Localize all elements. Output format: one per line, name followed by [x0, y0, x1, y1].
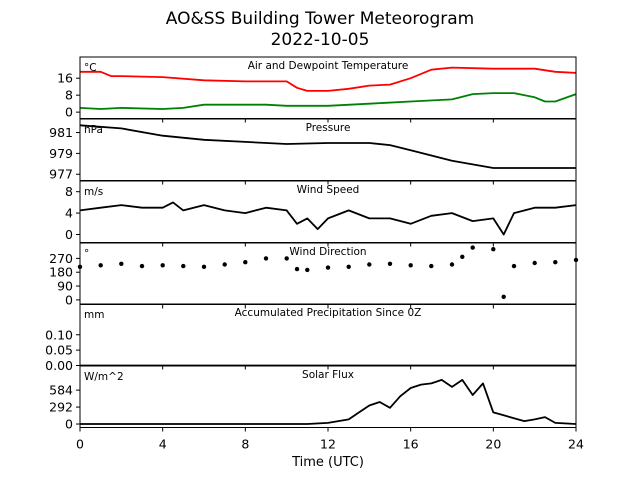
- panel-6: 0 292 584 W/m^2 Solar Flux: [49, 365, 577, 432]
- data-point: [367, 262, 372, 267]
- data-point: [305, 267, 310, 273]
- y-tick-label: 270: [49, 251, 73, 266]
- x-tick-label: 16: [403, 437, 419, 452]
- y-tick-label: 977: [49, 167, 73, 182]
- data-point: [449, 262, 455, 267]
- x-tick-label: 0: [76, 437, 84, 452]
- x-tick-label: 20: [485, 437, 501, 452]
- panel-unit-label: hPa: [84, 124, 103, 136]
- data-point: [387, 261, 393, 266]
- data-point: [98, 263, 103, 268]
- x-tick-label: 4: [159, 437, 167, 452]
- x-axis-label: Time (UTC): [291, 455, 364, 470]
- y-tick-label: 0: [65, 417, 73, 432]
- data-point: [222, 262, 227, 267]
- data-point: [325, 265, 331, 270]
- series-line-1: [79, 201, 577, 236]
- panel-unit-label: °: [84, 248, 89, 260]
- x-tick-label: 8: [241, 437, 249, 452]
- figure-title: AO&SS Building Tower Meteorogram: [166, 9, 474, 29]
- data-point: [501, 294, 506, 299]
- data-point: [408, 263, 413, 268]
- y-tick-label: 180: [49, 265, 73, 280]
- series-line-2: [79, 92, 577, 110]
- data-point: [511, 263, 517, 269]
- data-point: [346, 264, 351, 269]
- data-point: [491, 247, 496, 252]
- data-point: [181, 263, 186, 269]
- panels: 0 8 16 °C Air and Dewpoint Temperature 977 979…: [45, 56, 579, 432]
- data-point: [160, 263, 165, 268]
- panel-title: Solar Flux: [302, 369, 354, 381]
- y-tick-label: 8: [65, 88, 73, 103]
- data-point: [532, 260, 537, 266]
- series-line-1: [79, 124, 576, 169]
- series-line-1: [80, 378, 577, 425]
- y-tick-label: 4: [65, 206, 73, 221]
- panel-title: Accumulated Precipitation Since 0Z: [235, 307, 422, 319]
- y-tick-label: 979: [49, 146, 73, 161]
- data-point: [263, 256, 269, 261]
- y-tick-label: 584: [49, 383, 73, 398]
- y-tick-label: 981: [49, 125, 73, 140]
- y-tick-label: 16: [57, 71, 73, 86]
- y-tick-label: 292: [49, 400, 73, 415]
- data-point: [139, 263, 145, 269]
- panel-title: Air and Dewpoint Temperature: [248, 60, 409, 72]
- data-point: [284, 256, 289, 261]
- y-tick-label: 0.10: [45, 327, 73, 342]
- panel-title: Wind Speed: [297, 184, 360, 196]
- data-point: [470, 245, 475, 250]
- data-point: [243, 260, 248, 265]
- y-tick-label: 90: [57, 279, 73, 294]
- x-tick-label: 12: [320, 437, 336, 452]
- series-line-1: [80, 66, 577, 92]
- data-point: [460, 254, 465, 259]
- panel-unit-label: m/s: [84, 186, 103, 198]
- data-point: [201, 264, 207, 269]
- panel-unit-label: mm: [84, 309, 104, 321]
- x-axis: 0 4 8 12 16 20 24: [76, 437, 584, 452]
- panel-title: Pressure: [306, 122, 351, 134]
- y-tick-label: 0: [65, 292, 73, 307]
- y-tick-label: 0: [65, 227, 73, 242]
- data-point: [553, 260, 558, 265]
- figure-date: 2022-10-05: [271, 30, 370, 50]
- data-point: [429, 263, 434, 269]
- x-tick-label: 24: [568, 437, 584, 452]
- y-tick-label: 8: [65, 184, 73, 199]
- panel-unit-label: W/m^2: [84, 371, 124, 383]
- y-tick-label: 0.05: [45, 343, 73, 358]
- data-point: [294, 266, 300, 272]
- y-tick-label: 0: [65, 105, 73, 120]
- panel-title: Wind Direction: [289, 246, 366, 258]
- panel-1: 0 8 16 °C Air and Dewpoint Temperature: [57, 56, 577, 123]
- y-tick-label: 0.00: [45, 358, 73, 373]
- panel-unit-label: °C: [84, 62, 97, 74]
- data-point: [119, 261, 124, 266]
